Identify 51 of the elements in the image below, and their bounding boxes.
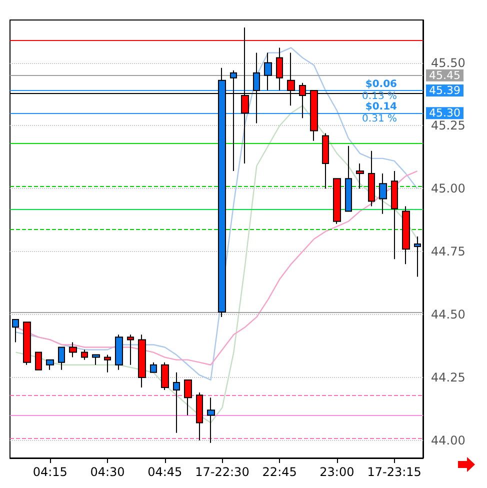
candlestick	[115, 334, 123, 370]
candlestick	[207, 397, 215, 444]
candlestick	[104, 354, 111, 373]
candlestick	[92, 354, 100, 366]
y-tick-label: 45.00	[431, 182, 466, 196]
annotation: $0.06	[365, 78, 398, 90]
x-tick-label: 04:30	[90, 465, 125, 479]
x-tick-label: 17-22:30	[195, 465, 250, 479]
y-tick-label: 44.50	[431, 308, 466, 322]
candlestick	[58, 346, 65, 370]
ref-line-label: 45.30	[429, 106, 460, 120]
annotation: 0.13 %	[362, 90, 397, 102]
y-tick-label: 45.50	[431, 56, 466, 70]
ref-line-label: 45.39	[429, 84, 460, 97]
candlestick	[150, 362, 157, 373]
y-tick-label: 45.25	[431, 118, 466, 133]
candlestick	[379, 173, 387, 214]
candlestick	[333, 178, 341, 224]
x-tick-label: 17-23:15	[367, 465, 422, 479]
candlestick	[69, 342, 77, 358]
candlestick	[276, 47, 283, 91]
candlestick	[138, 334, 146, 388]
candlestick	[161, 362, 169, 391]
candlestick	[322, 132, 329, 190]
line-series	[15, 170, 418, 366]
candlestick	[264, 52, 272, 91]
candlestick	[414, 236, 421, 278]
x-tick-label: 23:00	[320, 465, 354, 479]
candlestick	[391, 170, 398, 260]
candlestick	[196, 392, 203, 441]
ref-line-label: 45.45	[429, 68, 460, 82]
y-tick-label: 44.25	[431, 370, 466, 384]
candlestick	[81, 349, 88, 360]
candlestick	[184, 379, 192, 416]
candlestick	[46, 359, 54, 370]
annotation: $0.14	[365, 102, 398, 113]
y-tick-label: 44.75	[431, 244, 466, 259]
candlestick	[12, 319, 19, 343]
candlestick	[356, 162, 364, 190]
candlestick	[173, 372, 180, 434]
x-tick-label: 04:45	[148, 465, 182, 479]
annotation: 0.31 %	[362, 114, 397, 125]
x-tick-label: 04:15	[32, 465, 68, 479]
candlestick	[35, 352, 42, 370]
candlestick	[402, 206, 410, 265]
candlestick	[345, 145, 352, 212]
x-tick-label: 22:45	[262, 465, 297, 479]
candlestick	[368, 150, 375, 207]
candlestick	[23, 322, 31, 366]
candlestick	[127, 334, 134, 366]
y-tick-label: 44.00	[431, 433, 466, 448]
